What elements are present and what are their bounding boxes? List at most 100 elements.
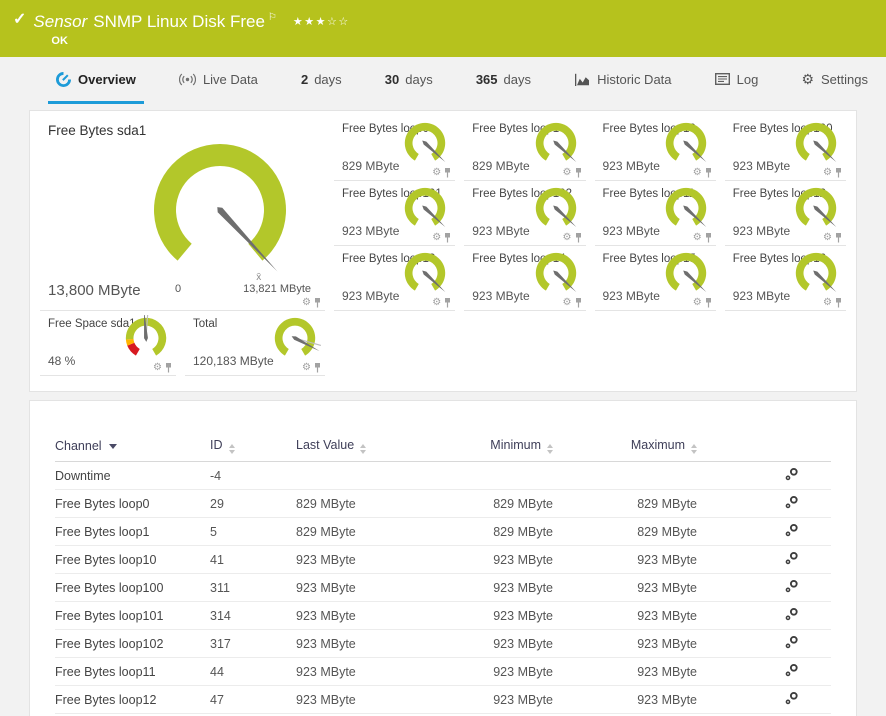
sensor-title-prefix: Sensor <box>33 12 87 31</box>
pin-icon[interactable] <box>575 168 582 178</box>
edit-channel-icon[interactable] <box>785 582 799 596</box>
edit-channel-icon[interactable] <box>785 470 799 484</box>
pin-icon[interactable] <box>705 168 712 178</box>
tab-log[interactable]: Log <box>707 57 767 104</box>
gauge-scale-max: 13,821 MByte <box>243 283 311 295</box>
tab-label: days <box>314 72 341 87</box>
gear-icon[interactable]: ⚙ <box>693 168 702 178</box>
edit-channel-icon[interactable] <box>785 666 799 680</box>
pin-icon[interactable] <box>444 298 451 308</box>
cell-id: 314 <box>210 602 296 630</box>
tab-label-strong: 2 <box>301 72 308 87</box>
column-header-id[interactable]: ID <box>210 431 296 462</box>
cell-id: 47 <box>210 686 296 714</box>
priority-stars[interactable]: ★★★☆☆ <box>293 16 350 28</box>
edit-channel-icon[interactable] <box>785 526 799 540</box>
pin-icon[interactable] <box>575 233 582 243</box>
pin-icon[interactable] <box>705 298 712 308</box>
sensor-title-name: SNMP Linux Disk Free <box>93 12 265 31</box>
live-icon <box>179 73 196 86</box>
column-header-last-value[interactable]: Last Value <box>296 431 416 462</box>
cell-minimum: 923 MByte <box>416 546 553 574</box>
gauge <box>398 185 452 235</box>
column-header-maximum[interactable]: Maximum <box>553 431 697 462</box>
table-row: Free Bytes loop100 311 923 MByte 923 MBy… <box>55 574 831 602</box>
tab-overview[interactable]: Overview <box>48 57 144 104</box>
gear-icon[interactable]: ⚙ <box>563 298 572 308</box>
pin-icon[interactable] <box>444 168 451 178</box>
pin-icon[interactable] <box>575 298 582 308</box>
gauge-value: 923 MByte <box>603 224 660 238</box>
gear-icon[interactable]: ⚙ <box>563 233 572 243</box>
gear-icon[interactable]: ⚙ <box>432 298 441 308</box>
column-header-channel[interactable]: Channel <box>55 431 210 462</box>
cell-channel: Downtime <box>55 462 210 490</box>
gauge-value: 923 MByte <box>472 224 529 238</box>
cell-minimum <box>416 462 553 490</box>
gear-icon[interactable]: ⚙ <box>302 363 311 373</box>
edit-channel-icon[interactable] <box>785 554 799 568</box>
edit-channel-icon[interactable] <box>785 498 799 512</box>
tab-live-data[interactable]: Live Data <box>171 57 266 104</box>
pin-icon[interactable] <box>165 363 172 373</box>
tab-settings[interactable]: ⚙ Settings <box>793 57 876 104</box>
gauge-actions: ⚙ <box>432 168 451 178</box>
cell-channel: Free Bytes loop11 <box>55 658 210 686</box>
cell-last-value: 923 MByte <box>296 686 416 714</box>
flag-icon[interactable]: ⚐ <box>268 12 277 23</box>
gauge-actions: ⚙ <box>432 233 451 243</box>
sensor-header: ✓ SensorSNMP Linux Disk Free⚐★★★☆☆ OK <box>0 0 886 57</box>
gauge-value: 923 MByte <box>472 289 529 303</box>
gear-icon[interactable]: ⚙ <box>693 298 702 308</box>
gear-icon[interactable]: ⚙ <box>153 363 162 373</box>
gear-icon[interactable]: ⚙ <box>432 233 441 243</box>
gear-icon: ⚙ <box>801 72 814 86</box>
gauge-actions: ⚙ <box>563 233 582 243</box>
tab-label: Settings <box>821 72 868 87</box>
pin-icon[interactable] <box>314 363 321 373</box>
pin-icon[interactable] <box>314 298 321 308</box>
table-row: Free Bytes loop1 5 829 MByte 829 MByte 8… <box>55 518 831 546</box>
gear-icon[interactable]: ⚙ <box>693 233 702 243</box>
edit-channel-icon[interactable] <box>785 638 799 652</box>
gauge-actions: ⚙ <box>693 168 712 178</box>
cell-last-value: 923 MByte <box>296 602 416 630</box>
pin-icon[interactable] <box>835 298 842 308</box>
gear-icon[interactable]: ⚙ <box>823 298 832 308</box>
gauge-actions: ⚙ <box>302 363 321 373</box>
sort-icon <box>547 444 553 454</box>
tab-365-days[interactable]: 365days <box>468 57 539 104</box>
gear-icon[interactable]: ⚙ <box>823 233 832 243</box>
cell-minimum: 923 MByte <box>416 630 553 658</box>
gauge-value: 923 MByte <box>603 289 660 303</box>
gauge-cell: Free Bytes loop13 923 MByte ⚙ <box>334 246 455 311</box>
cell-channel: Free Bytes loop10 <box>55 546 210 574</box>
table-row: Free Bytes loop101 314 923 MByte 923 MBy… <box>55 602 831 630</box>
tab-historic-data[interactable]: Historic Data <box>566 57 679 104</box>
edit-channel-icon[interactable] <box>785 694 799 708</box>
gear-icon[interactable]: ⚙ <box>563 168 572 178</box>
cell-actions <box>697 686 831 714</box>
gear-icon[interactable]: ⚙ <box>823 168 832 178</box>
tab-2-days[interactable]: 2 days <box>293 57 350 104</box>
gear-icon[interactable]: ⚙ <box>432 168 441 178</box>
pin-icon[interactable] <box>835 168 842 178</box>
cell-actions <box>697 602 831 630</box>
cell-maximum <box>553 462 697 490</box>
gauge <box>659 185 713 235</box>
pin-icon[interactable] <box>444 233 451 243</box>
gear-icon[interactable]: ⚙ <box>302 298 311 308</box>
tab-30-days[interactable]: 30days <box>377 57 441 104</box>
gauge-value: 829 MByte <box>342 159 399 173</box>
gauge-cell: Free Bytes loop100 923 MByte ⚙ <box>725 116 846 181</box>
gauge <box>789 120 843 170</box>
pin-icon[interactable] <box>835 233 842 243</box>
cell-maximum: 923 MByte <box>553 602 697 630</box>
cell-maximum: 829 MByte <box>553 518 697 546</box>
edit-channel-icon[interactable] <box>785 610 799 624</box>
column-label: ID <box>210 438 223 452</box>
pin-icon[interactable] <box>705 233 712 243</box>
column-header-minimum[interactable]: Minimum <box>416 431 553 462</box>
cell-actions <box>697 518 831 546</box>
cell-last-value: 829 MByte <box>296 518 416 546</box>
